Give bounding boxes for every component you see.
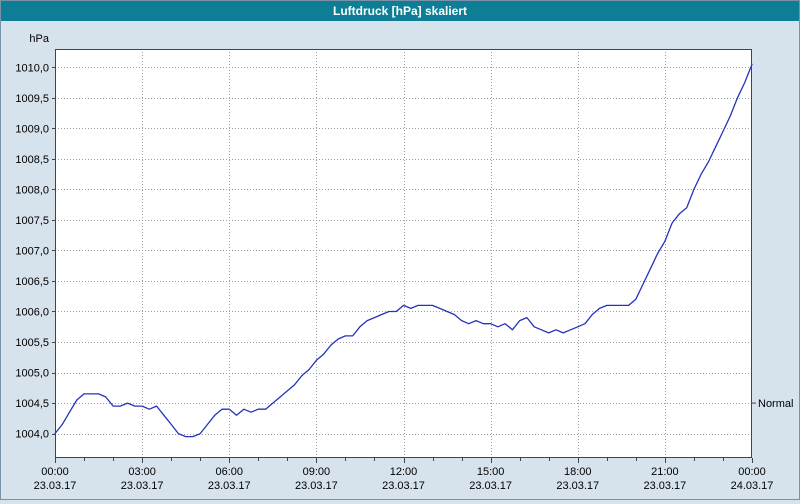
window-title: Luftdruck [hPa] skaliert [332,4,468,18]
plot-area [55,49,752,458]
x-tick-time-label: 09:00 [303,466,331,478]
x-tick-date-label: 23.03.17 [34,480,77,492]
y-tick-label: 1005,5 [15,337,49,349]
x-tick-date-label: 23.03.17 [382,480,425,492]
window-title-bar: Luftdruck [hPa] skaliert [1,1,799,21]
y-tick-label: 1008,0 [15,184,49,196]
x-tick-time-label: 15:00 [477,466,505,478]
x-tick-time-label: 18:00 [564,466,592,478]
y-tick-label: 1009,5 [15,93,49,105]
x-tick-date-label: 24.03.17 [731,480,774,492]
x-tick-date-label: 23.03.17 [295,480,338,492]
y-tick-label: 1004,5 [15,398,49,410]
x-tick-date-label: 23.03.17 [469,480,512,492]
axis-ticks [52,67,753,463]
x-tick-date-label: 23.03.17 [643,480,686,492]
y-tick-label: 1006,0 [15,306,49,318]
x-tick-time-label: 21:00 [651,466,679,478]
normal-marker-label: Normal [758,398,793,410]
x-tick-time-label: 00:00 [41,466,69,478]
x-tick-time-label: 12:00 [390,466,418,478]
x-tick-time-label: 03:00 [128,466,156,478]
y-tick-label: 1004,0 [15,429,49,441]
x-tick-date-label: 23.03.17 [208,480,251,492]
y-tick-label: 1006,5 [15,276,49,288]
y-tick-label: 1008,5 [15,154,49,166]
y-tick-label: 1005,0 [15,368,49,380]
x-tick-date-label: 23.03.17 [121,480,164,492]
plot-border [55,49,752,458]
chart-area: 1004,0 1004,5 1005,0 1005,5 1006,0 1006,5 1007… [1,21,799,499]
y-axis-unit-label: hPa [29,33,49,45]
gridlines [55,49,752,458]
x-axis-labels: 00:00 23.03.17 03:00 23.03.17 06:00 23.03.17 0… [34,466,774,492]
y-axis-labels: 1004,0 1004,5 1005,0 1005,5 1006,0 1006,5 1007… [15,62,49,440]
y-tick-label: 1007,0 [15,245,49,257]
pressure-line-chart: 1004,0 1004,5 1005,0 1005,5 1006,0 1006,5 1007… [15,33,793,492]
x-tick-time-label: 00:00 [738,466,766,478]
x-tick-time-label: 06:00 [215,466,243,478]
pressure-series-line [54,63,753,438]
y-tick-label: 1007,5 [15,215,49,227]
x-tick-date-label: 23.03.17 [556,480,599,492]
y-tick-label: 1010,0 [15,62,49,74]
y-tick-label: 1009,0 [15,123,49,135]
